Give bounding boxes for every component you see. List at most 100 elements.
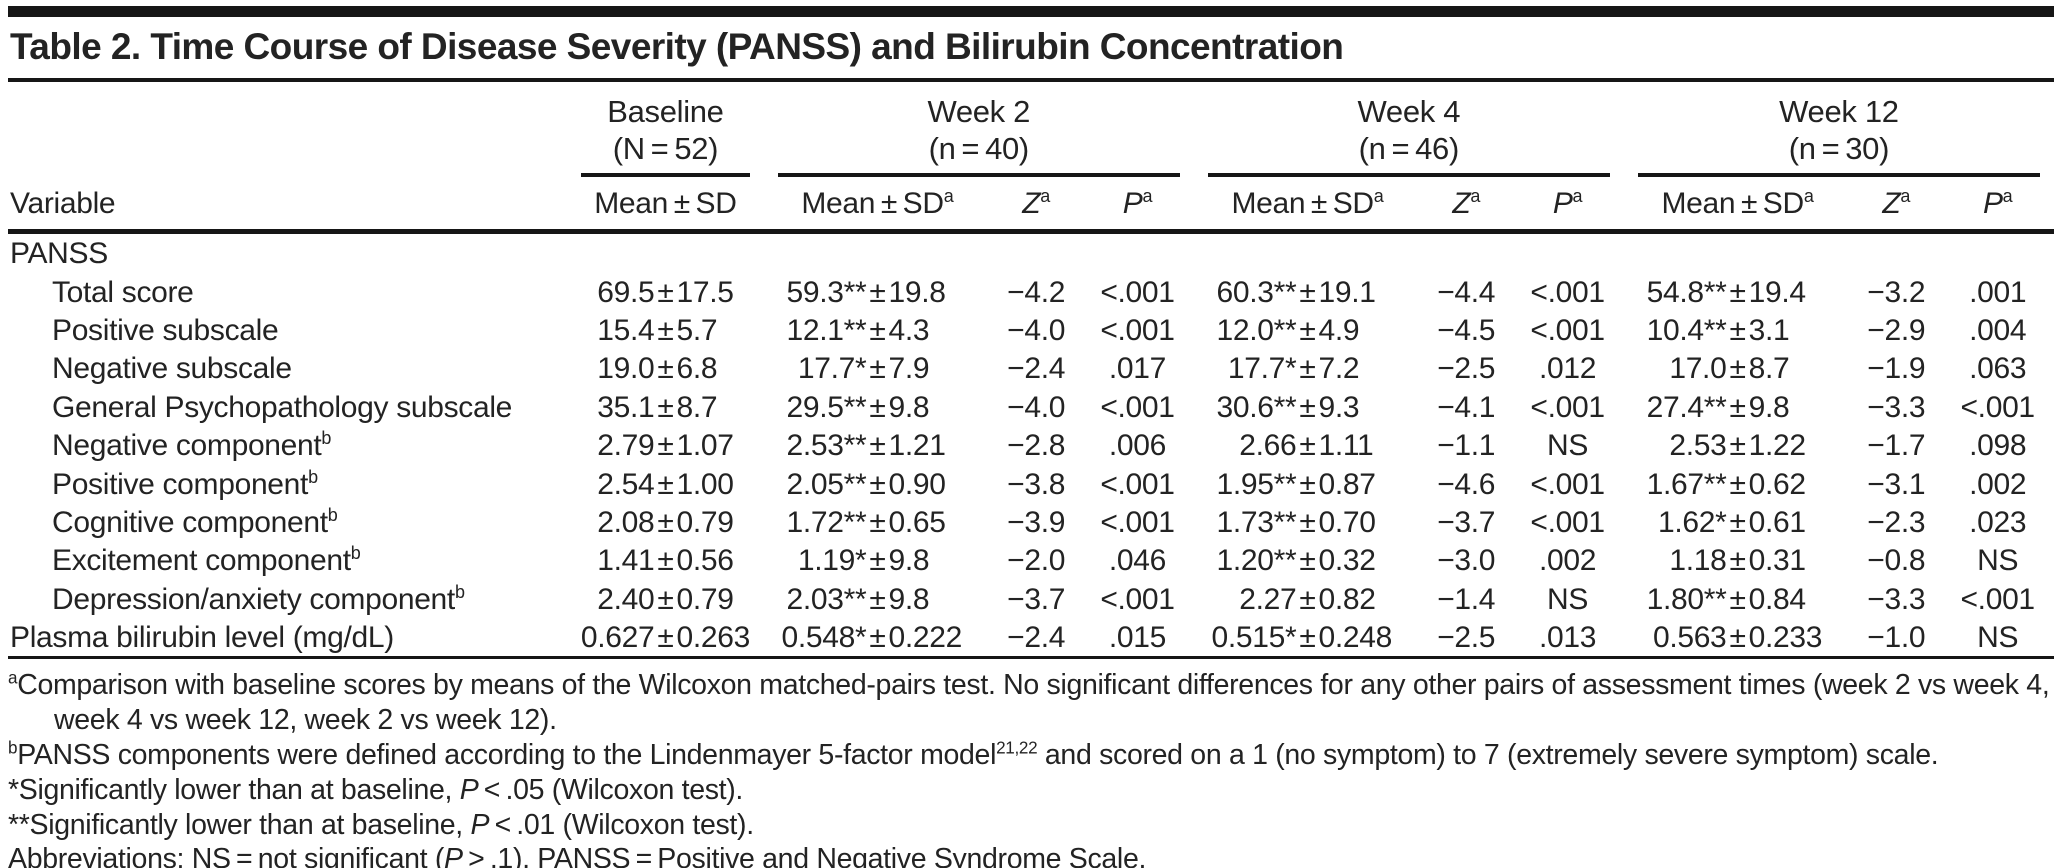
cell-w2m: 2.53** ±1.21	[786, 429, 946, 463]
cell-w2m: 29.5** ±9.8	[786, 390, 930, 424]
cell-w4m: 2.66 ±1.11	[1239, 429, 1374, 463]
footnote: bPANSS components were defined according…	[8, 738, 1939, 771]
cell-w2m: 12.1** ±4.3	[786, 313, 930, 347]
cell-w4m	[1194, 232, 1421, 273]
cell-w2z: −2.0	[1007, 544, 1066, 578]
cell-w12p: .098	[1969, 429, 2027, 463]
cell-w12p: .063	[1969, 352, 2027, 386]
variable-header: Variable	[8, 177, 568, 235]
week12-z-header: Za	[1851, 177, 1942, 235]
cell-w2p	[1081, 232, 1194, 273]
cell-w4m: 30.6** ±9.3	[1216, 390, 1360, 424]
cell-baseline: 2.79 ±1.07	[597, 429, 734, 463]
cell-w12z: −3.2	[1867, 275, 1926, 309]
cell-w12z: −3.1	[1867, 467, 1926, 501]
cell-w4p	[1511, 232, 1624, 273]
cell-w12m: 27.4** ±9.8	[1646, 390, 1790, 424]
group-header-row: Baseline (N = 52) Week 2 (n = 40) Week 4…	[8, 84, 2054, 178]
footnotes: aComparison with baseline scores by mean…	[8, 668, 2054, 868]
cell-baseline: 15.4 ±5.7	[597, 313, 718, 347]
cell-w4z: −3.7	[1437, 505, 1496, 539]
cell-w2z: −2.4	[1007, 352, 1066, 386]
cell-w12z: −1.0	[1851, 618, 1942, 660]
cell-baseline: 2.54 ±1.00	[597, 467, 734, 501]
cell-baseline	[567, 232, 764, 273]
cell-w2z: −3.7	[1007, 582, 1066, 616]
cell-w4m: 12.0** ±4.9	[1216, 313, 1360, 347]
cell-w2m	[764, 232, 991, 273]
group-name: Week 2	[927, 94, 1031, 129]
group-name: Week 12	[1779, 94, 1899, 129]
cell-w12m: 1.67** ±0.62	[1646, 467, 1806, 501]
table-row: Positive subscale 15.4 ±5.7 12.1** ±4.3 −4.0 <…	[8, 311, 2054, 349]
group-n: (N = 52)	[612, 130, 719, 166]
cell-w4p: NS	[1547, 429, 1589, 463]
cell-w4z: −3.0	[1437, 544, 1496, 578]
group-header-spacer	[8, 84, 567, 177]
week4-p-header: Pa	[1511, 177, 1624, 235]
cell-w4p: .002	[1538, 544, 1597, 578]
week2-p-header: Pa	[1081, 177, 1194, 235]
cell-w12z: −2.3	[1867, 505, 1926, 539]
cell-w4z: −1.1	[1437, 429, 1496, 463]
cell-w4p: <.001	[1530, 275, 1605, 309]
cell-baseline: 1.41 ±0.56	[597, 544, 734, 578]
week2-mean-header: Mean ± SDa	[763, 177, 992, 235]
cell-w4p: .013	[1511, 618, 1624, 660]
cell-w2m: 1.72** ±0.65	[786, 505, 946, 539]
table-row: General Psychopathology subscale 35.1 ±8.7…	[8, 388, 2054, 426]
row-label: PANSS	[10, 237, 108, 271]
cell-w4m: 1.20** ±0.32	[1216, 544, 1376, 578]
cell-w2p: .017	[1108, 352, 1167, 386]
cell-w12z: −3.3	[1867, 390, 1926, 424]
cell-w12m: 2.53 ±1.22	[1669, 429, 1806, 463]
cell-w2z	[991, 232, 1081, 273]
cell-w2z: −3.9	[1007, 505, 1066, 539]
footnote: aComparison with baseline scores by mean…	[8, 668, 2050, 737]
cell-w4p: NS	[1547, 582, 1589, 616]
group-header-week12: Week 12 (n = 30)	[1624, 84, 2054, 178]
baseline-mean-header: Mean ± SD	[567, 177, 764, 235]
cell-w4m: 1.95** ±0.87	[1216, 467, 1376, 501]
week4-mean-header: Mean ± SDa	[1193, 177, 1422, 235]
cell-baseline: 35.1 ±8.7	[597, 390, 718, 424]
table-row: Negative subscale 19.0 ±6.8 17.7* ±7.9 −2.4 .0…	[8, 349, 2054, 387]
cell-w12z: −1.7	[1867, 429, 1926, 463]
cell-w12m: 1.18 ±0.31	[1669, 544, 1806, 578]
cell-w2z: −4.2	[1007, 275, 1066, 309]
cell-w4z: −2.5	[1437, 352, 1496, 386]
table-body: PANSS Total score 69.5 ±17.5 59.3** ±19.8 −4.2…	[8, 232, 2054, 660]
cell-w2z: −4.0	[1007, 390, 1066, 424]
table-row: Cognitive componentb 2.08 ±0.79 1.72** ±0.65…	[8, 503, 2054, 541]
group-header-baseline: Baseline (N = 52)	[567, 84, 764, 178]
row-label: Negative componentb	[52, 428, 332, 463]
cell-baseline: 2.08 ±0.79	[597, 505, 734, 539]
cell-w12p: NS	[1977, 544, 2019, 578]
cell-w2p: <.001	[1100, 313, 1175, 347]
cell-w12z	[1851, 232, 1941, 273]
cell-w12z: −1.9	[1867, 352, 1926, 386]
panss-bilirubin-table: Baseline (N = 52) Week 2 (n = 40) Week 4…	[8, 84, 2054, 660]
cell-baseline: 19.0 ±6.8	[597, 352, 718, 386]
cell-w12p	[1941, 232, 2054, 273]
cell-w4p: <.001	[1530, 505, 1605, 539]
cell-w2p: <.001	[1100, 467, 1175, 501]
cell-w4m: 17.7* ±7.2	[1227, 352, 1360, 386]
group-n: (n = 30)	[1788, 130, 1890, 166]
cell-w12p: <.001	[1960, 390, 2035, 424]
cell-w4m: 0.515* ±0.248	[1193, 618, 1422, 660]
cell-w12m: 54.8** ±19.4	[1646, 275, 1806, 309]
cell-w2m: 1.19* ±9.8	[797, 544, 930, 578]
row-label: Negative subscale	[52, 352, 292, 386]
cell-w4m: 1.73** ±0.70	[1216, 505, 1376, 539]
group-name: Baseline	[607, 94, 724, 129]
cell-w12m: 0.563 ±0.233	[1623, 618, 1852, 660]
cell-w2z: −2.4	[991, 618, 1082, 660]
cell-w2z: −2.8	[1007, 429, 1066, 463]
cell-w2m: 2.05** ±0.90	[786, 467, 946, 501]
group-header-week2: Week 2 (n = 40)	[764, 84, 1194, 178]
table-row: Total score 69.5 ±17.5 59.3** ±19.8 −4.2 <.001…	[8, 273, 2054, 311]
cell-w4m: 60.3** ±19.1	[1216, 275, 1376, 309]
row-label: Positive subscale	[52, 313, 279, 347]
row-label: Depression/anxiety componentb	[52, 581, 465, 616]
